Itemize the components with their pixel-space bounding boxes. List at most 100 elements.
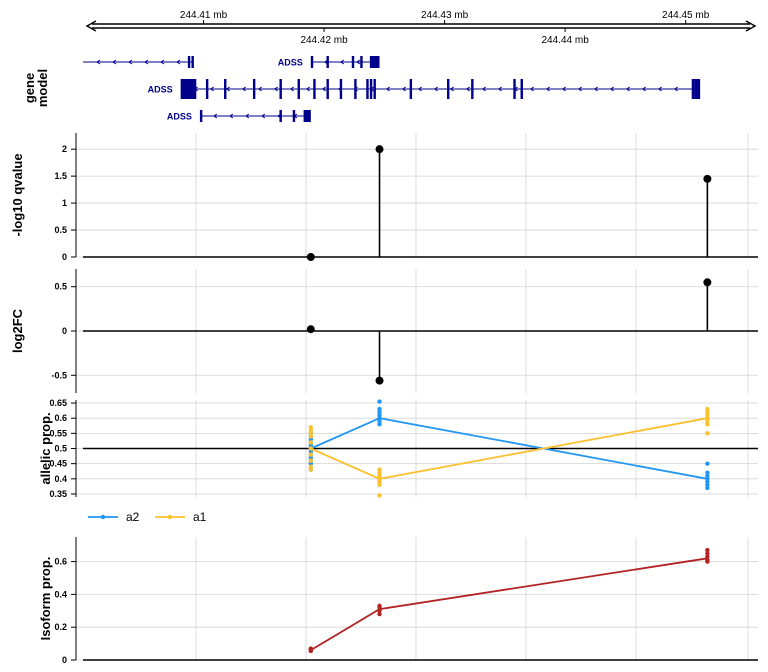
replicate-point bbox=[308, 449, 314, 454]
replicate-point bbox=[308, 446, 314, 451]
y-tick-label: 0.4 bbox=[54, 589, 67, 599]
replicate-point bbox=[705, 431, 710, 436]
replicate-point bbox=[308, 452, 314, 457]
replicate-point bbox=[377, 406, 382, 412]
y-tick-label: 0.55 bbox=[49, 428, 67, 438]
exon bbox=[187, 56, 191, 68]
replicate-point bbox=[377, 611, 382, 617]
strand-arrow bbox=[449, 86, 454, 92]
y-tick-label: 0.45 bbox=[49, 459, 67, 469]
exon bbox=[447, 79, 450, 99]
strand-arrow bbox=[673, 86, 678, 92]
genome-axis-arrow-left bbox=[85, 20, 97, 32]
replicate-point bbox=[705, 415, 710, 421]
strand-arrow bbox=[401, 86, 406, 92]
y-tick-label: 0 bbox=[62, 326, 67, 336]
replicate-point bbox=[705, 461, 710, 466]
legend-label: a2 bbox=[126, 510, 140, 524]
replicate-point bbox=[308, 434, 314, 439]
replicate-point bbox=[308, 440, 314, 445]
y-tick-label: 0.6 bbox=[54, 557, 67, 567]
exon bbox=[354, 79, 357, 99]
replicate-point bbox=[705, 479, 710, 485]
strand-arrow bbox=[96, 59, 101, 65]
lollipop-point bbox=[703, 278, 712, 287]
strand-arrow bbox=[261, 113, 266, 119]
y-tick-label: 0 bbox=[62, 252, 67, 262]
exon bbox=[326, 79, 329, 99]
strand-arrow bbox=[545, 86, 550, 92]
lollipop-point bbox=[306, 253, 315, 261]
y-axis-label: -log10 qvalue bbox=[10, 153, 25, 236]
replicate-point bbox=[377, 493, 382, 498]
legend-label: a1 bbox=[193, 510, 207, 524]
y-tick-label: 0 bbox=[62, 655, 67, 665]
exon bbox=[513, 79, 516, 99]
exon bbox=[360, 56, 363, 68]
replicate-point bbox=[377, 482, 382, 488]
exon bbox=[691, 79, 695, 99]
y-tick-label: 0.4 bbox=[54, 474, 67, 484]
exon bbox=[409, 79, 413, 99]
strand-arrow bbox=[465, 86, 470, 92]
strand-arrow bbox=[529, 86, 534, 92]
transcript-label: ADSS bbox=[167, 112, 192, 122]
y-axis-label: log2FC bbox=[10, 308, 25, 353]
strand-arrow bbox=[577, 86, 582, 92]
strand-arrow bbox=[112, 59, 117, 65]
strand-arrow bbox=[433, 86, 438, 92]
exon bbox=[310, 56, 314, 68]
y-axis-label: allelic prop. bbox=[38, 412, 53, 484]
strand-arrow bbox=[497, 86, 502, 92]
y-tick-label: 1.5 bbox=[54, 171, 67, 181]
transcript bbox=[83, 56, 194, 68]
y-tick-label: 0.65 bbox=[49, 398, 67, 408]
y-axis-label: Isoform prop. bbox=[38, 557, 53, 641]
y-tick-label: 1 bbox=[62, 198, 67, 208]
strand-arrow bbox=[339, 59, 345, 65]
strand-arrow bbox=[209, 86, 214, 92]
replicate-point bbox=[308, 425, 314, 430]
replicate-point bbox=[377, 470, 382, 475]
replicate-point bbox=[705, 470, 710, 475]
replicate-point bbox=[308, 443, 314, 448]
replicate-point bbox=[308, 458, 314, 463]
replicate-point bbox=[308, 437, 314, 442]
transcript-label: ADSS bbox=[148, 85, 173, 95]
strand-arrow bbox=[355, 59, 361, 65]
strand-arrow bbox=[144, 59, 149, 65]
strand-arrow bbox=[241, 86, 246, 92]
replicate-point bbox=[705, 547, 710, 553]
replicate-point bbox=[308, 428, 314, 433]
exon bbox=[292, 110, 296, 122]
exon bbox=[303, 110, 311, 122]
exon bbox=[326, 56, 329, 68]
genome-tick-label: 244.45 mb bbox=[662, 10, 710, 21]
strand-arrow bbox=[481, 86, 486, 92]
exon bbox=[279, 79, 282, 99]
exon bbox=[471, 79, 474, 99]
replicate-point bbox=[377, 415, 382, 421]
y-tick-label: 0.5 bbox=[54, 282, 67, 292]
series-line bbox=[310, 557, 708, 651]
replicate-point bbox=[308, 455, 314, 460]
replicate-point bbox=[377, 419, 382, 424]
lollipop-point bbox=[703, 174, 712, 183]
exon bbox=[205, 79, 209, 99]
replicate-point bbox=[705, 406, 710, 412]
exon bbox=[369, 79, 373, 99]
replicate-point bbox=[705, 476, 710, 482]
log2fc-panel: -0.5 0 0.5 log2FC bbox=[10, 269, 758, 393]
exon bbox=[520, 79, 523, 99]
replicate-point bbox=[377, 479, 382, 485]
lollipop-point bbox=[375, 145, 384, 154]
gene-model-panel: 244.41 mb 244.43 mb 244.45 mb 244.42 mb 244.… bbox=[22, 10, 757, 122]
replicate-point bbox=[705, 485, 710, 491]
genome-tick-label: 244.42 mb bbox=[300, 35, 348, 46]
y-tick-label: 2 bbox=[62, 144, 67, 154]
replicate-point bbox=[377, 476, 382, 482]
legend: a2 a1 bbox=[88, 510, 207, 524]
replicate-point bbox=[705, 412, 710, 418]
replicate-point bbox=[705, 473, 710, 478]
